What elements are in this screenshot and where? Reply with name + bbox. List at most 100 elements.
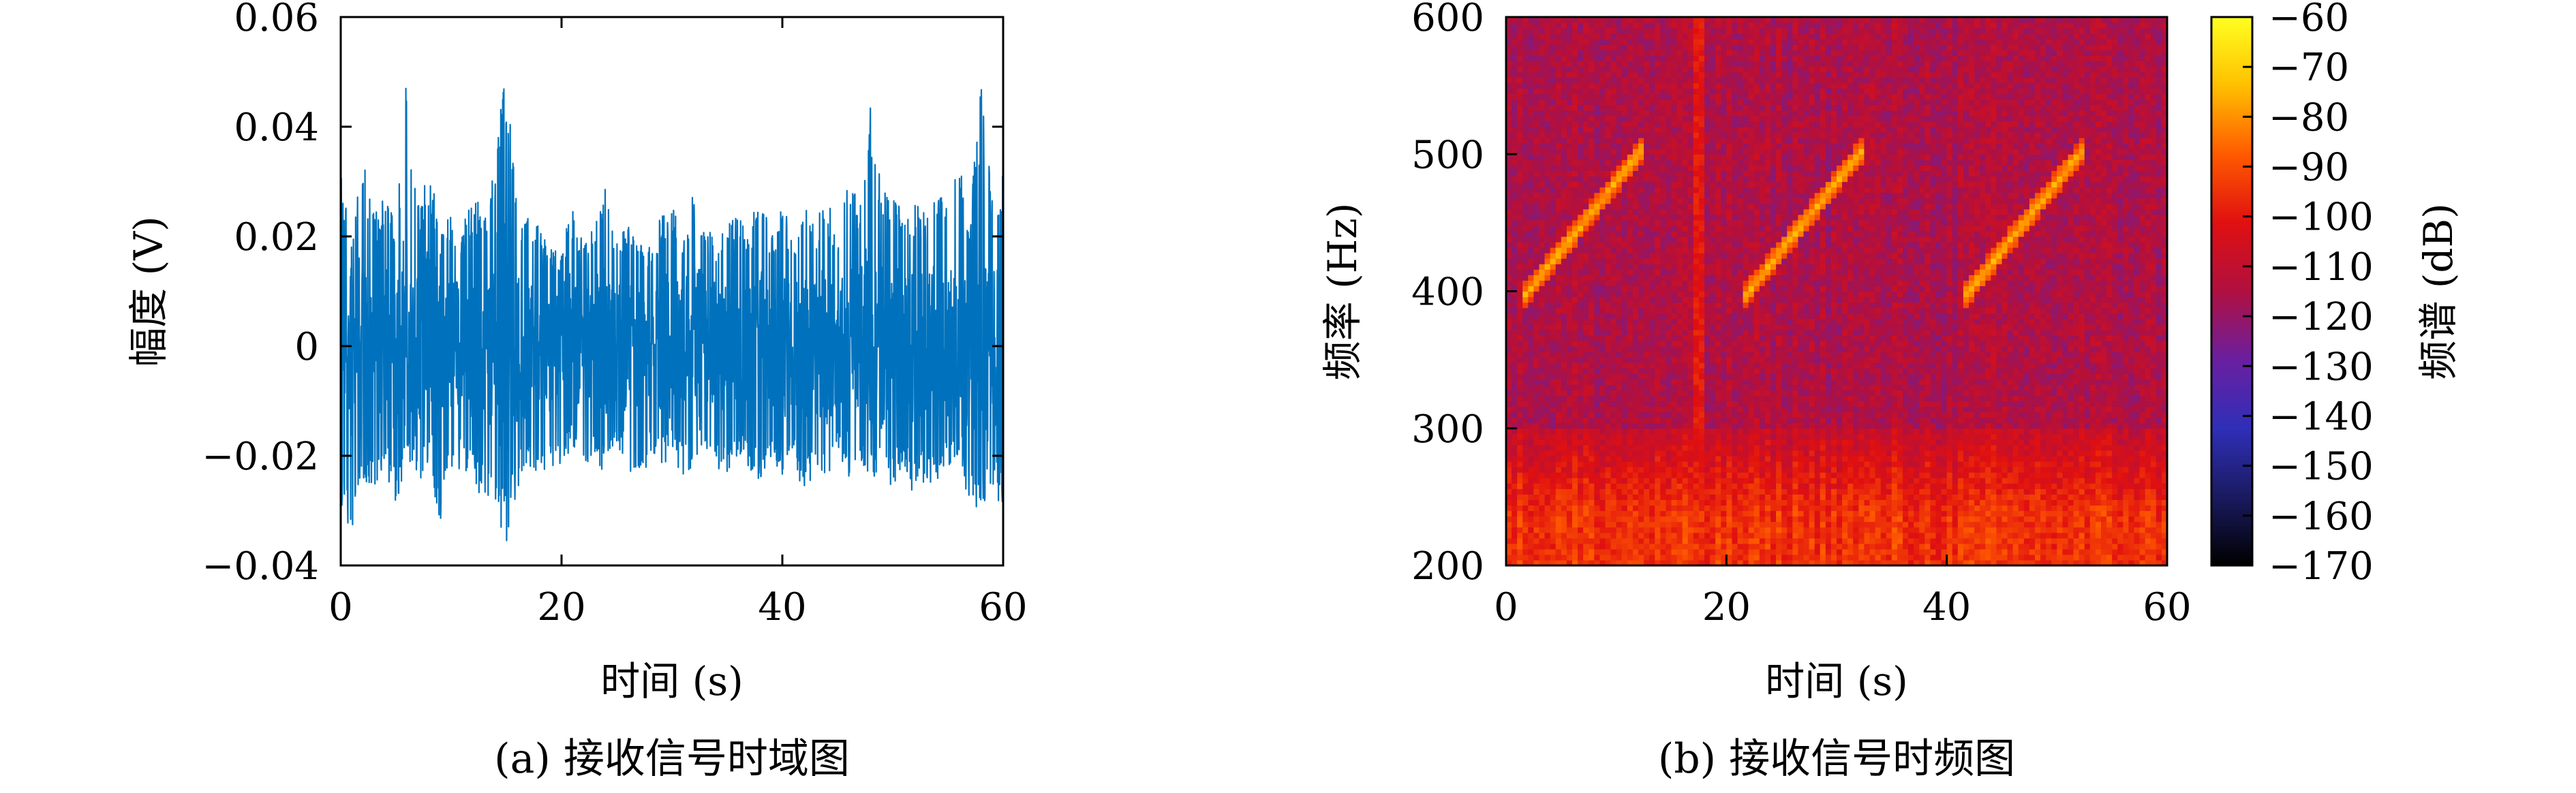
spectrogram-cell [1539,187,1546,193]
spectrogram-cell [1649,66,1655,72]
spectrogram-cell [1688,379,1694,385]
spectrogram-cell [1749,544,1755,550]
spectrogram-cell [1638,505,1644,511]
spectrogram-cell [1749,379,1755,385]
spectrogram-cell [1683,292,1689,298]
spectrogram-cell [1699,198,1705,204]
spectrogram-cell [1738,94,1744,100]
spectrogram-cell [1594,61,1600,67]
spectrogram-cell [1638,127,1644,133]
spectrogram-cell [1512,533,1518,539]
spectrogram-cell [1550,132,1557,138]
spectrogram-cell [1533,209,1539,215]
spectrogram-cell [1633,330,1639,336]
spectrogram-cell [1633,494,1639,500]
spectrogram-cell [1749,280,1755,286]
spectrogram-cell [1627,209,1634,215]
spectrogram-cell [1760,313,1766,320]
spectrogram-cell [1732,538,1738,544]
spectrogram-cell [1776,456,1782,462]
spectrogram-cell [1754,44,1760,50]
spectrogram-cell [1638,401,1644,407]
spectrogram-cell [1594,313,1600,320]
spectrogram-cell [1677,357,1683,363]
spectrogram-cell [1561,127,1567,133]
spectrogram-cell [1528,94,1534,100]
spectrogram-cell [1561,390,1567,396]
spectrogram-cell [1622,22,1628,29]
spectrogram-cell [1715,483,1721,489]
spectrogram-cell [1683,285,1689,292]
spectrogram-cell [1743,132,1749,138]
spectrogram-cell [1633,488,1639,495]
spectrogram-cell [1528,264,1534,270]
spectrogram-cell [1522,44,1529,50]
spectrogram-cell [1666,55,1672,61]
spectrogram-cell [1655,55,1661,61]
spectrogram-cell [1721,66,1727,72]
spectrogram-cell [1550,439,1557,446]
spectrogram-cell [1726,499,1732,506]
spectrogram-cell [1693,499,1700,506]
spectrogram-cell [1655,275,1661,281]
spectrogram-cell [1677,346,1683,352]
spectrogram-cell [1765,373,1771,379]
spectrogram-cell [1556,478,1562,484]
spectrogram-cell [1770,33,1777,40]
spectrogram-cell [1616,538,1623,544]
spectrogram-cell [1633,357,1639,363]
spectrogram-cell [1599,511,1606,517]
spectrogram-cell [1732,94,1738,100]
spectrogram-cell [1649,187,1655,193]
spectrogram-cell [1622,285,1628,292]
spectrogram-cell [1583,242,1589,248]
spectrogram-cell [1726,247,1732,253]
spectrogram-cell [1572,83,1578,89]
spectrogram-cell [1539,116,1546,122]
spectrogram-cell [1627,220,1634,226]
spectrogram-cell [1583,285,1589,292]
spectrogram-cell [1776,292,1782,298]
spectrogram-cell [1572,522,1578,528]
spectrogram-cell [1770,407,1777,413]
spectrogram-cell [1749,61,1755,67]
spectrogram-cell [1644,253,1650,259]
spectrogram-cell [1517,209,1523,215]
spectrogram-cell [1578,538,1584,544]
spectrogram-cell [1550,78,1557,84]
spectrogram-cell [1578,110,1584,116]
spectrogram-cell [1666,434,1672,440]
spectrogram-cell [1693,187,1700,193]
spectrogram-cell [1512,522,1518,528]
spectrogram-cell [1655,33,1661,40]
spectrogram-cell [1760,170,1766,176]
spectrogram-cell [1512,483,1518,489]
spectrogram-cell [1704,132,1711,138]
spectrogram-cell [1606,170,1612,176]
spectrogram-cell [1754,28,1760,34]
spectrogram-cell [1528,522,1534,528]
spectrogram-cell [1726,511,1732,517]
spectrogram-cell [1539,176,1546,182]
spectrogram-cell [1545,78,1551,84]
spectrogram-cell [1760,143,1766,149]
spectrogram-cell [1517,280,1523,286]
spectrogram-cell [1522,511,1529,517]
spectrogram-cell [1572,418,1578,424]
spectrogram-cell [1627,204,1634,210]
spectrogram-cell [1638,138,1644,144]
spectrogram-cell [1715,220,1721,226]
spectrogram-cell [1688,187,1694,193]
spectrogram-cell [1583,226,1589,232]
spectrogram-cell [1770,165,1777,171]
spectrogram-cell [1517,72,1523,78]
spectrogram-cell [1710,264,1716,270]
spectrogram-cell [1754,499,1760,506]
spectrogram-cell [1732,138,1738,144]
spectrogram-cell [1677,220,1683,226]
spectrogram-cell [1649,423,1655,429]
spectrogram-cell [1533,105,1539,111]
spectrogram-cell [1616,313,1623,320]
spectrogram-cell [1599,264,1606,270]
spectrogram-cell [1749,78,1755,84]
